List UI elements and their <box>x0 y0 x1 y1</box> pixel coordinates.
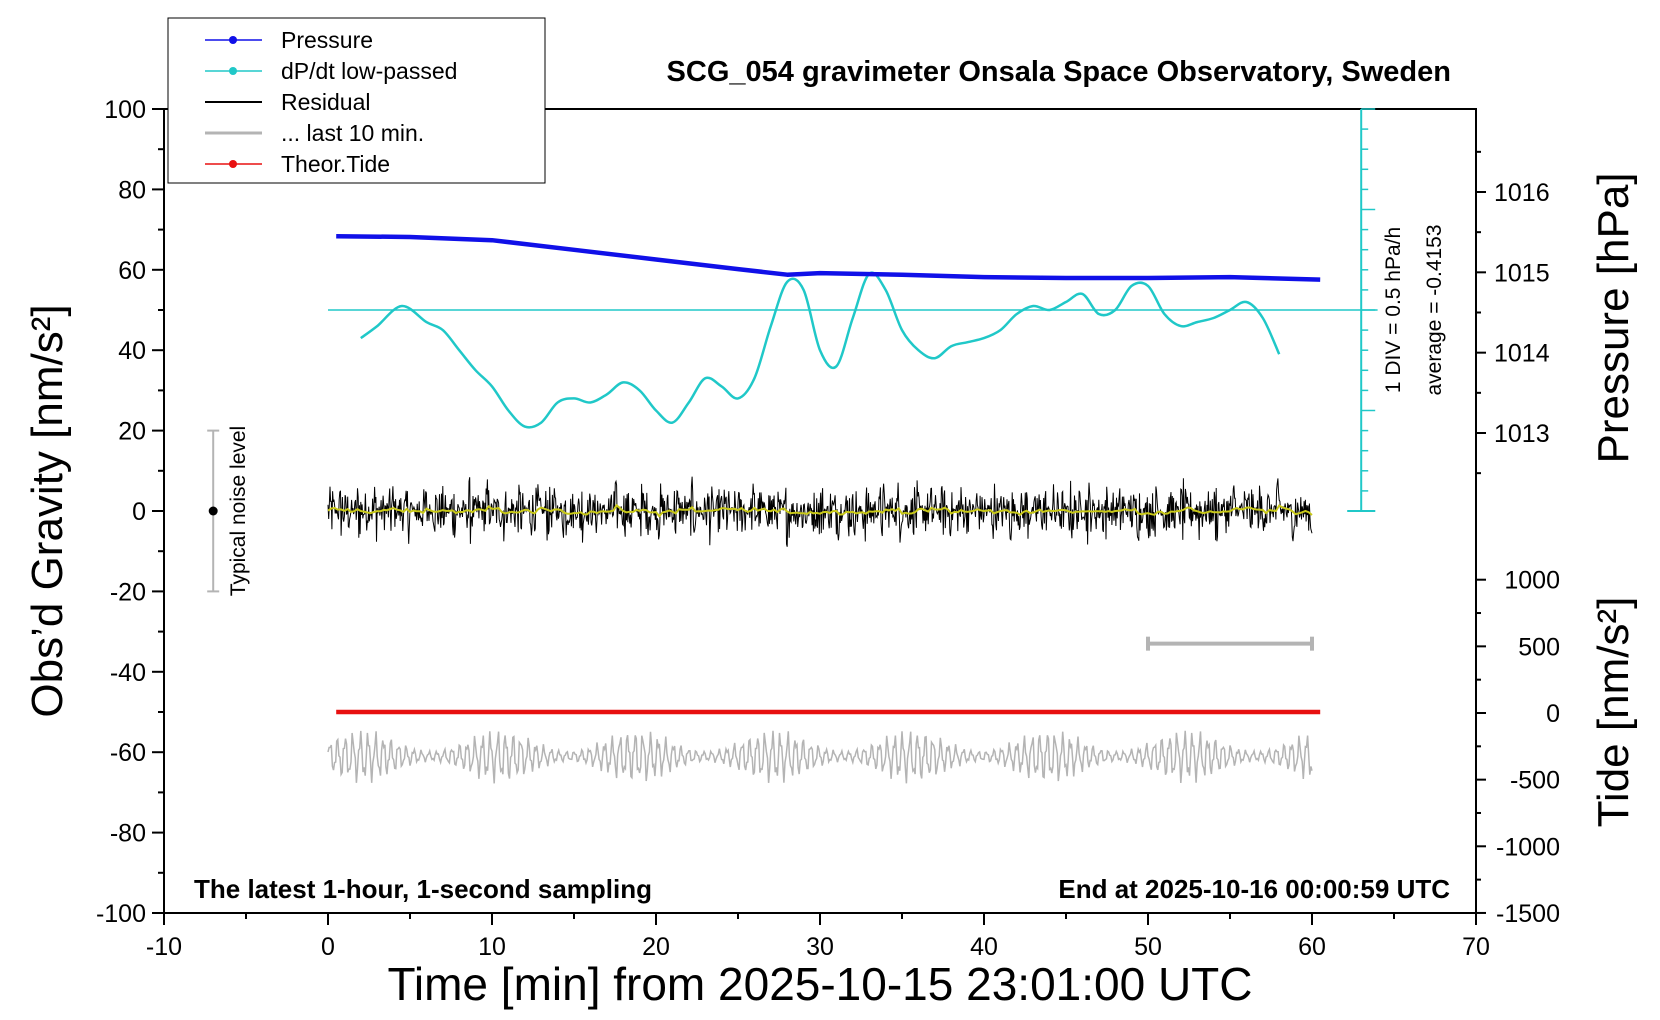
y-tick-label: 60 <box>118 257 146 285</box>
note-end-time: End at 2025-10-16 00:00:59 UTC <box>1058 874 1450 904</box>
legend-box <box>167 17 546 184</box>
legend-label: Theor.Tide <box>281 151 390 177</box>
tide-tick-label: 1000 <box>1504 567 1560 595</box>
average-label: average = -0.4153 <box>1423 224 1446 395</box>
y-tick-label: 80 <box>118 176 146 204</box>
x-tick-label: -10 <box>146 933 182 961</box>
annotation-layer <box>207 429 1314 651</box>
y-axis-title-tide: Tide [nm/s²] <box>1589 597 1638 828</box>
dpdt-reference-layer <box>328 108 1378 512</box>
y-tick-label: -40 <box>110 659 146 687</box>
y-tick-label: -20 <box>110 578 146 606</box>
x-axis-title: Time [min] from 2025-10-15 23:01:00 UTC <box>388 958 1253 1010</box>
pressure-tick-label: 1014 <box>1494 340 1550 368</box>
x-tick-label: 70 <box>1462 933 1490 961</box>
legend: Pressure dP/dt low-passed Residual ... last… <box>167 17 546 184</box>
residual-smoothed-line <box>327 503 1313 518</box>
tide-tick-label: -500 <box>1510 767 1560 795</box>
y-tick-label: 0 <box>132 498 146 526</box>
pressure-tick-label: 1013 <box>1494 420 1550 448</box>
tide-tick-label: -1000 <box>1496 833 1560 861</box>
pressure-line <box>336 233 1321 282</box>
legend-label: Residual <box>281 89 371 115</box>
last10-line <box>327 730 1313 784</box>
tide-tick-label: 0 <box>1546 700 1560 728</box>
y-tick-label: -60 <box>110 739 146 767</box>
pressure-axis-ticks: 1016 1015 1014 1013 <box>1476 150 1550 475</box>
legend-swatch-dot <box>229 36 237 44</box>
noise-bar-center-dot <box>208 506 218 516</box>
y-tick-label: 100 <box>104 96 146 124</box>
y-axis-ticks: 100 80 60 40 20 0 -20 -40 -60 -80 -100 <box>96 96 164 928</box>
legend-label: dP/dt low-passed <box>281 58 457 84</box>
noise-level-label: Typical noise level <box>227 426 250 596</box>
tide-axis-ticks: 1000 500 0 -500 -1000 -1500 <box>1476 567 1560 928</box>
pressure-tick-label: 1015 <box>1494 259 1550 287</box>
x-tick-label: 20 <box>642 933 670 961</box>
x-tick-label: 10 <box>478 933 506 961</box>
dpdt-line <box>360 271 1281 429</box>
y-tick-label: -100 <box>96 900 146 928</box>
residual-line <box>327 476 1313 547</box>
x-tick-label: 0 <box>321 933 335 961</box>
y-tick-label: -80 <box>110 820 146 848</box>
x-tick-label: 50 <box>1134 933 1162 961</box>
y-axis-title-pressure: Pressure [hPa] <box>1589 172 1638 463</box>
legend-swatch-dot <box>229 160 237 168</box>
legend-label: ... last 10 min. <box>281 120 424 146</box>
tide-tick-label: -1500 <box>1496 900 1560 928</box>
x-axis-ticks: -10 0 10 20 30 40 50 60 70 <box>146 913 1490 961</box>
x-tick-label: 30 <box>806 933 834 961</box>
legend-label: Pressure <box>281 27 373 53</box>
x-tick-label: 60 <box>1298 933 1326 961</box>
y-axis-title-left: Obs’d Gravity [nm/s²] <box>23 304 72 717</box>
pressure-layer <box>336 233 1321 282</box>
legend-swatch-dot <box>229 67 237 75</box>
note-latest-hour: The latest 1-hour, 1-second sampling <box>194 874 652 904</box>
residual-layer <box>327 476 1313 547</box>
chart-title: SCG_054 gravimeter Onsala Space Observat… <box>667 56 1451 88</box>
div-scale-label: 1 DIV = 0.5 hPa/h <box>1382 227 1405 393</box>
y-tick-label: 20 <box>118 418 146 446</box>
y-tick-label: 40 <box>118 337 146 365</box>
x-tick-label: 40 <box>970 933 998 961</box>
pressure-tick-label: 1016 <box>1494 179 1550 207</box>
last10-layer <box>327 730 1313 784</box>
tide-tick-label: 500 <box>1518 633 1560 661</box>
dpdt-layer <box>360 271 1281 429</box>
